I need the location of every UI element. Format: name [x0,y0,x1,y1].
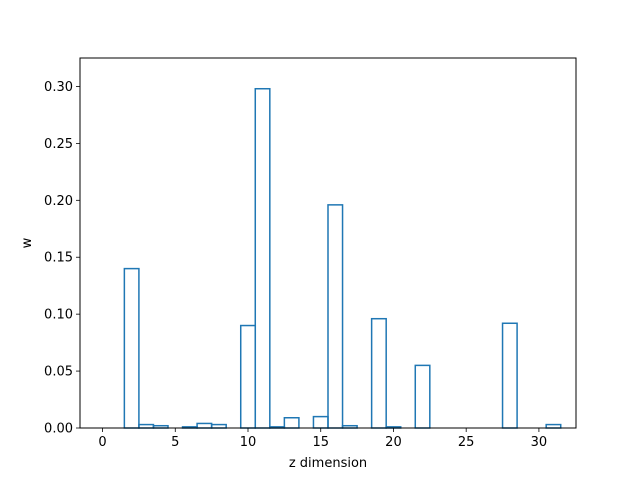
x-tick-label: 0 [98,435,106,450]
x-tick-label: 25 [458,435,475,450]
y-axis-ticks: 0.00 0.05 0.10 0.15 0.20 0.25 0.30 [44,80,80,437]
x-tick-label: 30 [531,435,548,450]
y-tick-label: 0.00 [44,422,73,437]
y-tick-label: 0.10 [44,308,73,323]
y-tick-label: 0.30 [44,80,73,95]
y-tick-label: 0.25 [44,137,73,152]
plot-frame [79,57,577,429]
x-axis-label: z dimension [289,456,367,471]
x-tick-label: 10 [240,435,257,450]
y-tick-label: 0.15 [44,251,73,266]
x-tick-label: 15 [312,435,329,450]
y-tick-label: 0.05 [44,365,73,380]
y-tick-label: 0.20 [44,194,73,209]
y-axis-label: w [20,237,35,248]
x-axis-ticks: 0 5 10 15 20 25 30 [98,428,547,450]
x-tick-label: 5 [171,435,179,450]
x-tick-label: 20 [385,435,402,450]
